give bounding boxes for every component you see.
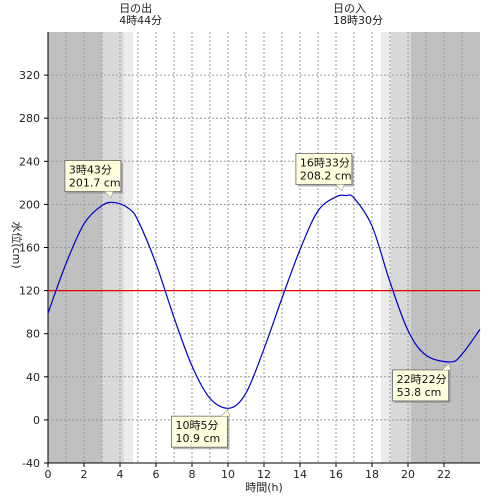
callout-box [64,160,122,192]
y-tick-label: 120 [19,285,40,298]
x-tick-label: 2 [81,468,88,481]
x-tick-label: 4 [117,468,124,481]
x-tick-label: 10 [221,468,235,481]
axes: -40 0 40 80 120 160 200 240 280 320 0 2 4 6 8 10 12 14 16 1… [19,32,480,481]
x-tick-label: 20 [401,468,415,481]
sunset-time: 18時30分 [333,14,383,27]
y-tick-label: 280 [19,112,40,125]
y-tick-label: -40 [22,457,40,470]
callout-time: 3時43分 [69,164,112,177]
y-tick-label: 40 [26,371,40,384]
sunset-label: 日の入 [333,2,366,15]
x-tick-label: 16 [329,468,343,481]
x-tick-label: 6 [153,468,160,481]
callout-pointer-fill [335,184,344,191]
x-tick-label: 18 [365,468,379,481]
callout-box [392,369,450,402]
y-tick-label: 160 [19,242,40,255]
y-axis-label: 水位(cm) [10,221,24,268]
callout-value: 53.8 cm [397,386,442,399]
callout-pointer-fill [442,363,451,370]
callout-pointer-fill [104,191,113,198]
y-tick-label: 240 [19,155,40,168]
sunrise-time: 4時44分 [119,14,162,27]
callout-pointer-fill [221,410,230,417]
y-tick-label: 0 [33,414,40,427]
sunrise-label: 日の出 [119,1,152,15]
callout-time: 16時33分 [300,157,350,170]
callout-box [295,153,353,185]
x-tick-label: 12 [257,468,271,481]
labels: 日の出 4時44分 日の入 18時30分 時間(h) 水位(cm) [10,1,383,494]
x-tick-label: 8 [189,468,196,481]
x-tick-label: 22 [437,468,451,481]
callout-value: 208.2 cm [300,170,352,183]
x-axis-label: 時間(h) [245,481,283,494]
callout-time: 22時22分 [397,373,447,386]
callout-value: 201.7 cm [69,177,121,190]
tide-series-line-0 [47,194,481,409]
callout-box [171,415,228,448]
y-tick-label: 320 [19,69,40,82]
y-tick-label: 200 [19,198,40,211]
callout-value: 10.9 cm [175,432,220,445]
series-layer [47,194,481,409]
x-tick-label: 14 [293,468,307,481]
y-tick-label: 80 [26,328,40,341]
x-tick-label: 0 [45,468,52,481]
callout-time: 10時5分 [175,419,218,432]
